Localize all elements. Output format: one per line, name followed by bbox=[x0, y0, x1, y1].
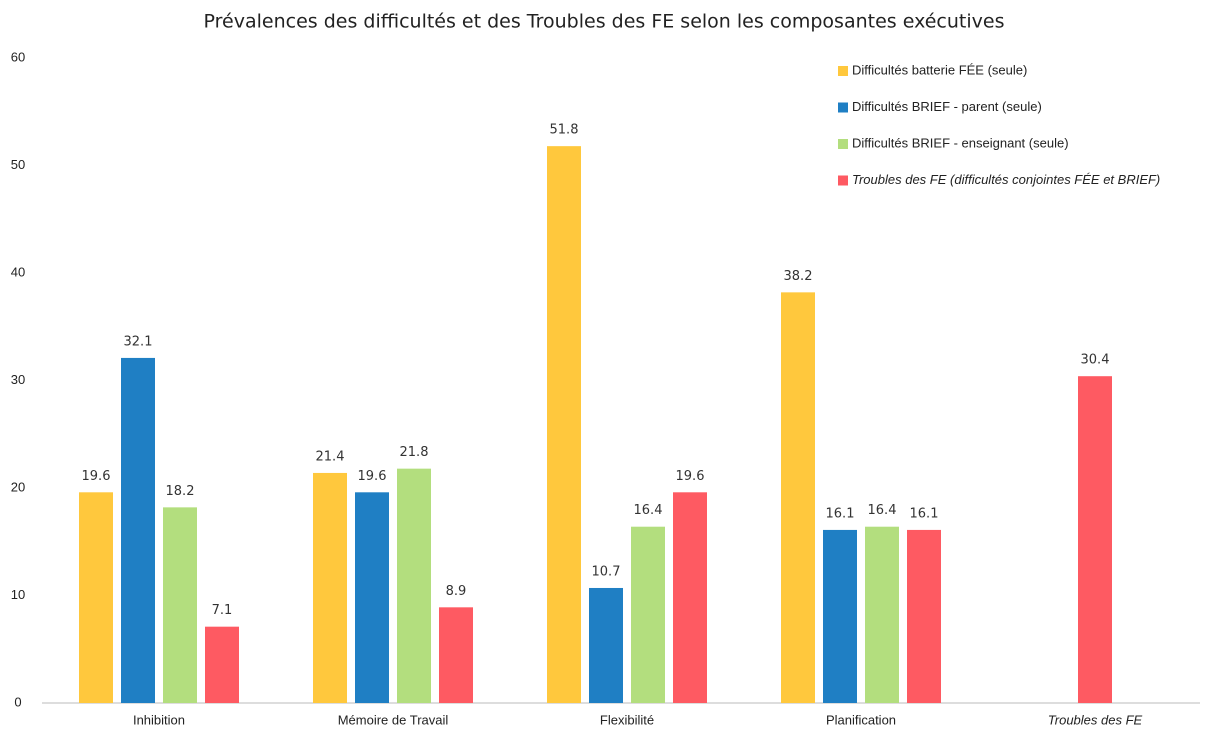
legend-label: Difficultés BRIEF - parent (seule) bbox=[852, 99, 1042, 114]
bar bbox=[589, 587, 623, 703]
bar bbox=[79, 492, 113, 703]
data-label: 18.2 bbox=[166, 484, 195, 499]
bar bbox=[205, 626, 239, 703]
y-tick-label: 60 bbox=[11, 49, 25, 64]
bar bbox=[865, 526, 899, 703]
bar bbox=[631, 526, 665, 703]
data-label: 16.1 bbox=[910, 506, 939, 521]
data-label: 21.4 bbox=[316, 449, 345, 464]
bar bbox=[439, 607, 473, 703]
legend-swatch bbox=[838, 139, 848, 149]
data-label: 21.8 bbox=[400, 445, 429, 460]
bar bbox=[355, 492, 389, 703]
data-label: 30.4 bbox=[1081, 353, 1110, 368]
x-tick-label: Planification bbox=[826, 712, 896, 727]
bar bbox=[781, 292, 815, 703]
x-tick-label: Mémoire de Travail bbox=[338, 712, 449, 727]
legend-label: Difficultés BRIEF - enseignant (seule) bbox=[852, 135, 1069, 150]
data-label: 51.8 bbox=[550, 123, 579, 138]
data-label: 7.1 bbox=[212, 603, 233, 618]
bar bbox=[121, 357, 155, 703]
data-label: 32.1 bbox=[124, 334, 153, 349]
data-label: 8.9 bbox=[446, 584, 467, 599]
y-tick-label: 10 bbox=[11, 587, 25, 602]
bar bbox=[673, 492, 707, 703]
legend-swatch bbox=[838, 66, 848, 76]
legend-swatch bbox=[838, 175, 848, 186]
y-tick-label: 0 bbox=[14, 694, 21, 709]
x-tick-label: Troubles des FE bbox=[1048, 712, 1143, 727]
x-tick-label: Inhibition bbox=[133, 712, 185, 727]
chart-title: Prévalences des difficultés et des Troub… bbox=[204, 11, 1005, 33]
legend-label: Difficultés batterie FÉE (seule) bbox=[852, 62, 1027, 77]
legend-label: Troubles des FE (difficultés conjointes … bbox=[852, 172, 1160, 187]
data-label: 19.6 bbox=[676, 469, 705, 484]
bar bbox=[313, 472, 347, 703]
y-tick-label: 30 bbox=[11, 372, 25, 387]
bar bbox=[823, 529, 857, 703]
legend-swatch bbox=[838, 102, 848, 113]
data-label: 19.6 bbox=[82, 469, 111, 484]
data-label: 16.1 bbox=[826, 506, 855, 521]
bar bbox=[397, 468, 431, 703]
bar bbox=[1078, 376, 1112, 703]
x-tick-label: Flexibilité bbox=[600, 712, 654, 727]
y-tick-label: 20 bbox=[11, 479, 25, 494]
y-tick-label: 40 bbox=[11, 264, 25, 279]
bar bbox=[907, 529, 941, 703]
bar bbox=[547, 146, 581, 703]
data-label: 38.2 bbox=[784, 269, 813, 284]
data-label: 19.6 bbox=[358, 469, 387, 484]
data-label: 16.4 bbox=[634, 503, 663, 518]
data-label: 10.7 bbox=[592, 564, 621, 579]
y-tick-label: 50 bbox=[11, 157, 25, 172]
bar bbox=[163, 507, 197, 703]
data-label: 16.4 bbox=[868, 503, 897, 518]
